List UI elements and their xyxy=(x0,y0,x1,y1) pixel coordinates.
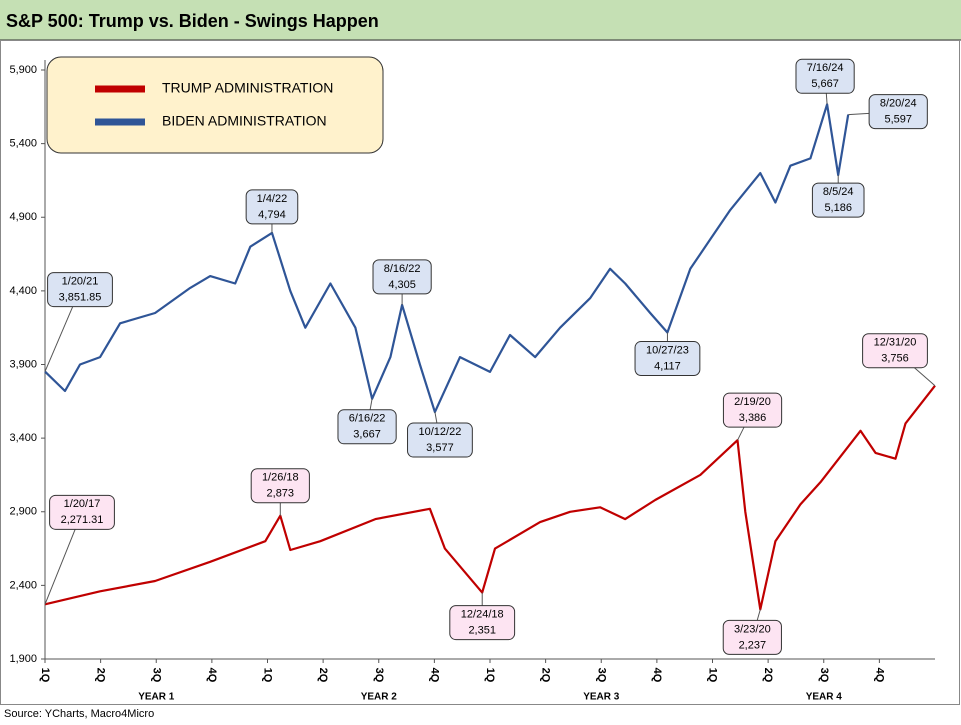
x-tick-label: 4Q xyxy=(428,668,440,683)
legend-label: TRUMP ADMINISTRATION xyxy=(162,80,333,96)
annotation-date: 7/16/24 xyxy=(807,62,844,74)
x-tick-label: 4Q xyxy=(873,668,885,683)
annotation-box xyxy=(372,259,432,295)
y-tick-label: 5,400 xyxy=(9,138,37,150)
annotation-value: 3,386 xyxy=(739,412,767,424)
annotation-value: 2,873 xyxy=(267,488,295,500)
annotation-date: 1/20/21 xyxy=(62,275,99,287)
annotation-box xyxy=(250,468,310,504)
annotation-date: 1/26/18 xyxy=(262,472,299,484)
x-tick-label: 3Q xyxy=(150,668,162,683)
annotation: 12/24/18 2,351 xyxy=(449,592,516,641)
chart-frame xyxy=(0,40,960,705)
legend-box xyxy=(46,56,384,154)
annotation: 1/26/18 2,873 xyxy=(250,468,310,516)
x-tick-label: 2Q xyxy=(95,668,107,683)
annotation-date: 10/12/22 xyxy=(419,426,462,438)
annotation-value: 4,305 xyxy=(388,279,416,291)
annotation-box xyxy=(722,619,782,655)
annotation-date: 1/4/22 xyxy=(257,193,288,205)
x-group-label: YEAR 2 xyxy=(361,692,398,703)
y-tick-label: 2,900 xyxy=(9,506,37,518)
annotation-box xyxy=(811,182,865,218)
annotation: 3/23/20 2,237 xyxy=(722,609,782,655)
annotation-value: 3,851.85 xyxy=(59,291,102,303)
y-tick-label: 3,400 xyxy=(9,432,37,444)
annotation: 1/20/21 3,851.85 xyxy=(44,272,113,372)
legend-label: BIDEN ADMINISTRATION xyxy=(162,113,327,129)
y-tick-label: 4,400 xyxy=(9,285,37,297)
annotation-value: 2,271.31 xyxy=(61,514,104,526)
annotation-value: 4,117 xyxy=(654,360,681,372)
x-tick-label: 1Q xyxy=(707,668,719,683)
annotation-box xyxy=(407,422,473,458)
annotation: 2/19/20 3,386 xyxy=(722,392,783,441)
x-group-label: YEAR 1 xyxy=(138,692,175,703)
y-tick-label: 5,900 xyxy=(9,64,37,76)
x-tick-label: 3Q xyxy=(595,668,607,683)
annotation: 12/31/20 3,756 xyxy=(862,333,936,387)
x-tick-label: 2Q xyxy=(762,668,774,683)
annotation-value: 2,351 xyxy=(468,624,496,636)
annotation-date: 1/20/17 xyxy=(64,498,101,510)
annotation-box xyxy=(862,333,928,369)
x-tick-label: 1Q xyxy=(262,668,274,683)
annotation-date: 12/24/18 xyxy=(461,608,504,620)
annotation-value: 5,667 xyxy=(811,78,839,90)
annotation-box xyxy=(337,409,397,445)
annotation-box xyxy=(795,58,855,94)
annotation-date: 6/16/22 xyxy=(349,413,386,425)
x-tick-label: 1Q xyxy=(484,668,496,683)
title-bar xyxy=(0,0,961,40)
annotation: 8/16/22 4,305 xyxy=(372,259,432,305)
annotation-date: 10/27/23 xyxy=(646,344,689,356)
annotation-date: 12/31/20 xyxy=(874,337,917,349)
annotation-box xyxy=(634,341,701,377)
annotation-value: 3,667 xyxy=(353,429,381,441)
annotation-value: 3,577 xyxy=(426,442,454,454)
annotation-box xyxy=(722,392,783,428)
annotation: 1/20/17 2,271.31 xyxy=(44,494,115,605)
x-tick-label: 3Q xyxy=(818,668,830,683)
source-note: Source: YCharts, Macro4Micro xyxy=(4,708,154,720)
annotation-value: 3,756 xyxy=(881,353,909,365)
x-tick-label: 1Q xyxy=(39,668,51,683)
annotation-box xyxy=(868,94,928,130)
annotation-box xyxy=(449,605,516,641)
annotation-box xyxy=(47,272,113,308)
y-tick-label: 3,900 xyxy=(9,358,37,370)
annotation-date: 3/23/20 xyxy=(734,623,771,635)
annotation: 8/20/24 5,597 xyxy=(848,94,928,130)
x-tick-label: 4Q xyxy=(206,668,218,683)
annotation-value: 2,237 xyxy=(739,639,767,651)
y-tick-label: 2,400 xyxy=(9,579,37,591)
x-tick-label: 3Q xyxy=(373,668,385,683)
annotation: 1/4/22 4,794 xyxy=(245,189,299,233)
x-tick-label: 2Q xyxy=(317,668,329,683)
annotation-date: 8/5/24 xyxy=(823,186,854,198)
annotation-value: 5,597 xyxy=(884,114,912,126)
annotation: 8/5/24 5,186 xyxy=(811,175,865,218)
annotation-box xyxy=(49,494,115,530)
x-group-label: YEAR 3 xyxy=(583,692,620,703)
annotation-value: 4,794 xyxy=(258,209,286,221)
annotation-date: 8/20/24 xyxy=(880,98,917,110)
annotation-date: 2/19/20 xyxy=(734,396,771,408)
annotation: 7/16/24 5,667 xyxy=(795,58,855,105)
series-line xyxy=(44,385,936,611)
annotation-date: 8/16/22 xyxy=(384,263,421,275)
annotation: 10/27/23 4,117 xyxy=(634,332,701,377)
y-tick-label: 1,900 xyxy=(9,653,37,665)
x-group-label: YEAR 4 xyxy=(806,692,843,703)
chart-title: S&P 500: Trump vs. Biden - Swings Happen xyxy=(6,11,379,31)
x-tick-label: 4Q xyxy=(651,668,663,683)
series-line xyxy=(44,103,850,414)
annotation-box xyxy=(245,189,299,225)
x-tick-label: 2Q xyxy=(540,668,552,683)
annotation: 10/12/22 3,577 xyxy=(407,411,473,458)
annotation-value: 5,186 xyxy=(824,202,852,214)
annotation: 6/16/22 3,667 xyxy=(337,398,397,445)
y-tick-label: 4,900 xyxy=(9,211,37,223)
